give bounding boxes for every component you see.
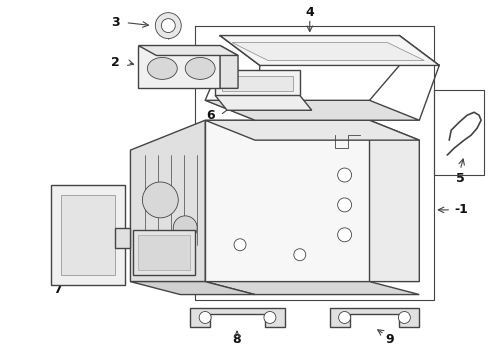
Circle shape	[142, 182, 178, 218]
Polygon shape	[215, 71, 299, 95]
Polygon shape	[205, 120, 369, 282]
Circle shape	[337, 198, 351, 212]
Polygon shape	[205, 120, 419, 140]
Polygon shape	[205, 282, 419, 294]
Polygon shape	[51, 185, 125, 285]
Text: 7: 7	[53, 283, 62, 296]
Circle shape	[264, 311, 275, 323]
Circle shape	[161, 19, 175, 32]
Circle shape	[398, 311, 409, 323]
Circle shape	[234, 239, 245, 251]
Circle shape	[173, 216, 197, 240]
Polygon shape	[190, 307, 285, 328]
Polygon shape	[133, 230, 195, 275]
Polygon shape	[220, 36, 438, 66]
Polygon shape	[329, 307, 419, 328]
Text: -1: -1	[453, 203, 467, 216]
Polygon shape	[222, 76, 292, 91]
Polygon shape	[205, 100, 419, 120]
Text: 2: 2	[111, 56, 120, 69]
Text: 9: 9	[385, 333, 393, 346]
Polygon shape	[232, 42, 424, 60]
Polygon shape	[61, 195, 115, 275]
Text: 5: 5	[455, 171, 464, 185]
Text: 8: 8	[232, 333, 241, 346]
Circle shape	[155, 13, 181, 39]
Polygon shape	[138, 45, 220, 88]
Circle shape	[199, 311, 211, 323]
Polygon shape	[220, 45, 238, 88]
Polygon shape	[369, 120, 419, 282]
Text: 4: 4	[305, 6, 313, 19]
Ellipse shape	[147, 58, 177, 80]
Polygon shape	[130, 120, 205, 282]
Text: 6: 6	[205, 109, 214, 122]
Circle shape	[293, 249, 305, 261]
Circle shape	[338, 311, 350, 323]
Polygon shape	[138, 235, 190, 270]
Text: 3: 3	[111, 16, 120, 29]
Polygon shape	[130, 282, 254, 294]
Polygon shape	[138, 45, 238, 55]
Polygon shape	[215, 95, 311, 110]
Polygon shape	[115, 228, 130, 248]
Circle shape	[337, 168, 351, 182]
Circle shape	[337, 228, 351, 242]
Ellipse shape	[185, 58, 215, 80]
